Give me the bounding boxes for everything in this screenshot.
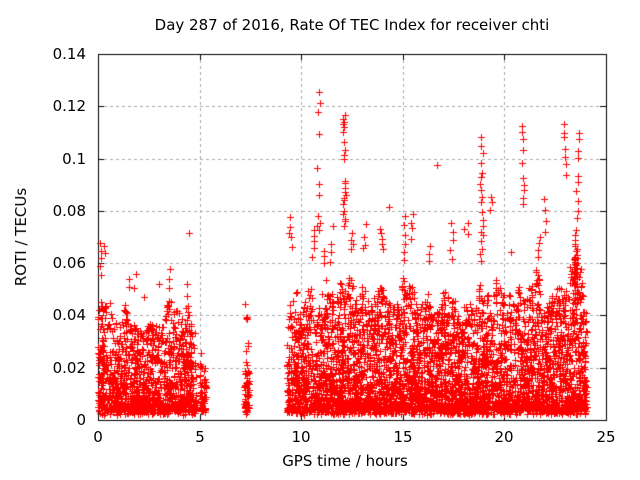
- x-tick-label: 0: [93, 428, 103, 446]
- x-tick-label: 25: [596, 428, 616, 446]
- y-tick-label: 0.14: [52, 45, 86, 63]
- x-tick-label: 15: [393, 428, 413, 446]
- y-tick-label: 0.08: [52, 202, 86, 220]
- y-tick-label: 0.12: [52, 97, 86, 115]
- x-axis-title: GPS time / hours: [282, 452, 408, 470]
- y-tick-label: 0.06: [52, 254, 86, 272]
- chart-title: Day 287 of 2016, Rate Of TEC Index for r…: [154, 16, 550, 34]
- x-tick-label: 20: [494, 428, 514, 446]
- y-tick-label: 0.1: [62, 150, 86, 168]
- x-tick-label: 5: [195, 428, 205, 446]
- x-tick-label: 10: [291, 428, 311, 446]
- y-tick-label: 0: [76, 411, 86, 429]
- y-tick-label: 0.04: [52, 306, 86, 324]
- y-tick-label: 0.02: [52, 359, 86, 377]
